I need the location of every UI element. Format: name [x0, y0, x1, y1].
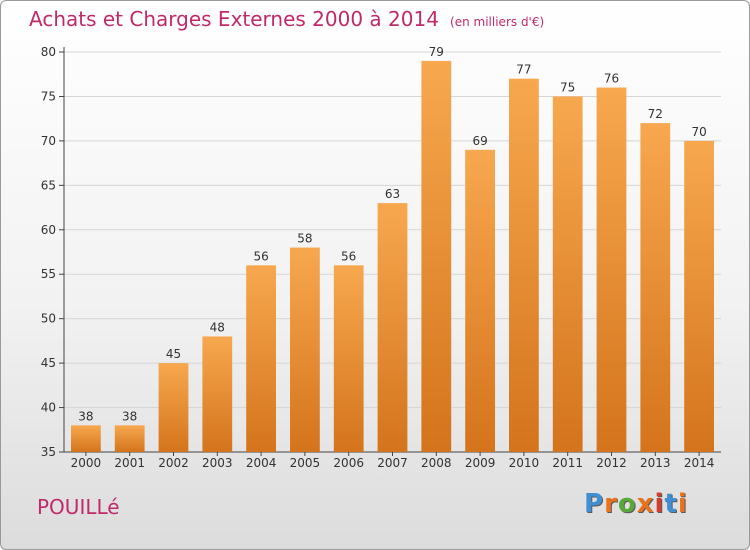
bar-2013[interactable]: [640, 123, 671, 452]
logo-letter: r: [604, 489, 618, 519]
proxiti-logo[interactable]: Proxiti: [584, 489, 688, 519]
bar-2001[interactable]: [114, 425, 145, 452]
value-label: 75: [560, 80, 575, 94]
logo-letter: o: [617, 489, 637, 519]
y-tick-label: 50: [41, 312, 56, 326]
value-label: 58: [297, 232, 312, 246]
chart-title: Achats et Charges Externes 2000 à 2014 (…: [29, 7, 544, 31]
x-tick-label: 2008: [421, 456, 452, 470]
y-tick-label: 45: [41, 356, 56, 370]
x-tick-label: 2003: [202, 456, 233, 470]
bar-2006[interactable]: [333, 265, 364, 452]
value-label: 72: [648, 107, 663, 121]
logo-letter: P: [584, 489, 605, 519]
bar-2012[interactable]: [596, 87, 627, 453]
bar-2002[interactable]: [158, 363, 189, 452]
y-tick-label: 40: [41, 401, 56, 415]
value-label: 48: [210, 320, 225, 334]
logo-letter: i: [654, 489, 665, 519]
y-tick-label: 55: [41, 267, 56, 281]
value-label: 79: [429, 45, 444, 59]
x-tick-label: 2002: [158, 456, 189, 470]
x-tick-label: 2010: [509, 456, 540, 470]
x-tick-label: 2011: [552, 456, 583, 470]
value-label: 38: [78, 409, 93, 423]
bar-2004[interactable]: [246, 265, 276, 452]
x-tick-label: 2014: [684, 456, 715, 470]
bar-2014[interactable]: [684, 140, 714, 452]
bar-2007[interactable]: [377, 203, 408, 452]
value-label: 76: [604, 72, 619, 86]
value-label: 38: [122, 409, 137, 423]
x-tick-label: 2000: [71, 456, 102, 470]
y-tick-label: 75: [41, 89, 56, 103]
title-unit: (en milliers d'€): [450, 15, 545, 29]
y-tick-label: 60: [41, 223, 56, 237]
y-tick-label: 65: [41, 178, 56, 192]
x-tick-label: 2004: [246, 456, 277, 470]
x-tick-label: 2006: [333, 456, 364, 470]
bar-2005[interactable]: [290, 247, 320, 452]
value-label: 69: [472, 134, 487, 148]
x-tick-label: 2001: [114, 456, 145, 470]
value-label: 63: [385, 187, 400, 201]
y-tick-label: 70: [41, 134, 56, 148]
bars: [71, 60, 714, 453]
commune-name: POUILLé: [37, 495, 120, 519]
value-label: 56: [253, 249, 268, 263]
x-tick-label: 2009: [465, 456, 496, 470]
value-label: 45: [166, 347, 181, 361]
x-tick-label: 2007: [377, 456, 408, 470]
value-label: 77: [516, 63, 531, 77]
logo-letter: i: [677, 489, 688, 519]
bar-2010[interactable]: [509, 78, 539, 453]
logo-letter: t: [664, 489, 678, 519]
bar-2009[interactable]: [465, 149, 495, 452]
bar-2011[interactable]: [552, 96, 583, 452]
bar-2008[interactable]: [421, 60, 452, 453]
axes: 35 40 45 50 55 60 65 70 75 80 2000 2001 2002 2003 2004…: [41, 45, 721, 470]
y-tick-label: 80: [41, 45, 56, 59]
x-tick-label: 2012: [596, 456, 627, 470]
y-tick-label: 35: [41, 445, 56, 459]
value-label: 70: [691, 125, 706, 139]
x-tick-label: 2005: [290, 456, 321, 470]
data-labels: 38 38 45 48 56 58 56 63 79 69 77 75 76 72 70: [78, 45, 706, 423]
title-main: Achats et Charges Externes 2000 à 2014: [29, 7, 439, 31]
bar-2000[interactable]: [71, 425, 101, 452]
bar-2003[interactable]: [202, 336, 233, 452]
logo-letter: x: [636, 489, 655, 519]
x-tick-label: 2013: [640, 456, 671, 470]
value-label: 56: [341, 249, 356, 263]
